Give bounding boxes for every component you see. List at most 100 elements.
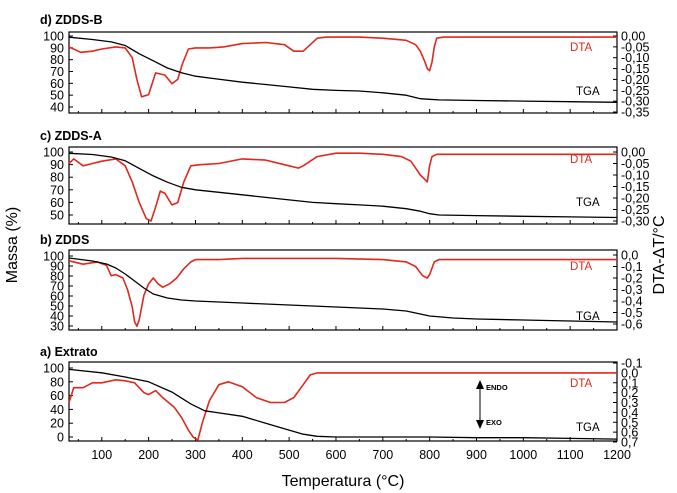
panel-4: a) Extrato100806040200-0,10,00,10,20,30,… [40,345,643,450]
left-tick-label: 60 [50,389,64,403]
tga-series-line [68,257,618,323]
left-tick-label: 80 [50,171,64,185]
dta-label: DTA [570,378,592,390]
x-tick-label: 1000 [509,448,537,462]
right-tick-label: -0,20 [621,73,650,87]
right-tick-label: 0,2 [621,386,638,400]
endo-exo-annotation: ENDO EXO [476,380,508,429]
x-tick-label: 300 [185,448,206,462]
right-tick-label: -0,10 [621,169,650,183]
left-tick-label: 80 [50,375,64,389]
right-tick-label: -0,1 [621,357,643,371]
left-tick-label: 50 [50,300,64,314]
right-tick-label: -0,35 [621,106,650,120]
right-tick-label: -0,4 [621,295,643,309]
panel-title: b) ZDDS [40,233,89,247]
x-tick-label: 800 [419,448,440,462]
left-tick-label: 100 [43,30,64,44]
left-tick-label: 40 [50,403,64,417]
endo-label: ENDO [486,383,508,392]
right-tick-label: 0,7 [621,436,638,450]
left-tick-label: 70 [50,280,64,294]
panel-1: d) ZDDS-B1009080706050400,00-0,05-0,10-0… [40,13,650,120]
right-tick-label: 0,0 [621,366,638,380]
panel-frame [68,249,618,331]
panel-3: b) ZDDS100908070605040300,0-0,1-0,2-0,3-… [40,233,643,334]
right-tick-label: -0,30 [621,215,650,229]
left-tick-label: 30 [50,320,64,334]
chart-panels: d) ZDDS-B1009080706050400,00-0,05-0,10-0… [40,13,650,450]
panel-title: a) Extrato [40,345,98,359]
right-tick-label: 0,3 [621,396,638,410]
left-tick-label: 50 [50,89,64,103]
tga-label: TGA [576,86,600,98]
left-tick-label: 90 [50,41,64,55]
right-tick-label: -0,15 [621,180,650,194]
right-tick-label: -0,1 [621,260,643,274]
x-tick-label: 200 [138,448,159,462]
right-tick-label: -0,20 [621,192,650,206]
dta-series-line [68,152,617,222]
right-tick-label: -0,05 [621,157,650,171]
panel-frame [68,361,618,442]
tga-label: TGA [576,197,600,209]
right-tick-label: 0,4 [621,406,638,420]
left-tick-label: 80 [50,53,64,67]
right-tick-label: -0,25 [621,84,650,98]
left-tick-label: 70 [50,65,64,79]
right-tick-label: -0,2 [621,272,643,286]
x-tick-label: 400 [232,448,253,462]
left-tick-label: 90 [50,158,64,172]
panel-title: d) ZDDS-B [40,13,103,27]
right-tick-label: -0,6 [621,318,643,332]
left-tick-label: 40 [50,310,64,324]
dta-label: DTA [570,42,592,54]
x-tick-label: 900 [466,448,487,462]
x-tick-label: 700 [372,448,393,462]
exo-arrow-head [476,420,484,429]
x-tick-label: 100 [91,448,112,462]
left-tick-label: 70 [50,183,64,197]
panel-title: c) ZDDS-A [40,129,102,143]
left-tick-label: 60 [50,196,64,210]
panel-frame [68,31,618,114]
tga-series-line [68,368,618,440]
left-tick-label: 100 [43,146,64,160]
right-tick-label: 0,00 [621,30,645,44]
x-tick-label: 1100 [557,448,584,462]
left-tick-label: 100 [43,250,64,264]
left-tick-label: 20 [50,417,64,431]
y-axis-label-left: Massa (%) [4,207,21,283]
left-tick-label: 80 [50,270,64,284]
right-tick-label: 0,00 [621,146,645,160]
right-tick-label: 0,1 [621,376,638,390]
panel-frame [68,146,618,225]
tga-label: TGA [576,311,600,323]
dta-series-line [68,257,617,328]
left-tick-label: 50 [50,209,64,223]
right-tick-label: -0,10 [621,51,650,65]
right-tick-label: -0,15 [621,62,650,76]
left-tick-label: 40 [50,101,64,115]
left-tick-label: 90 [50,260,64,274]
right-tick-label: -0,05 [621,40,650,54]
x-axis: 100 200 300 400 500 600 700 800 900 1000 1100 1200 [91,448,631,462]
right-tick-label: 0,5 [621,416,638,430]
left-tick-label: 0 [57,431,64,445]
exo-label: EXO [486,418,502,427]
y-axis-label-right: DTA-ΔT/°C [651,216,668,295]
x-tick-label: 600 [326,448,347,462]
dta-label: DTA [570,154,592,166]
right-tick-label: 0,0 [621,249,638,263]
right-tick-label: 0,6 [621,426,638,440]
right-tick-label: -0,25 [621,203,650,217]
x-axis-label: Temperatura (°C) [282,473,405,490]
right-tick-label: -0,30 [621,95,650,109]
dta-series-line [68,36,617,98]
dta-label: DTA [570,261,592,273]
tga-series-line [68,36,618,103]
right-tick-label: -0,5 [621,306,643,320]
right-tick-label: -0,3 [621,283,643,297]
